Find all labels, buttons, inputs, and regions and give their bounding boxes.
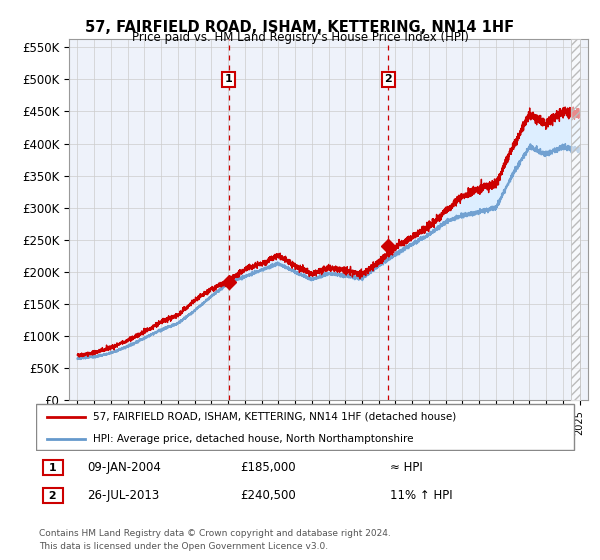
Text: 09-JAN-2004: 09-JAN-2004 [87,461,161,474]
Text: 1: 1 [45,463,61,473]
Text: 11% ↑ HPI: 11% ↑ HPI [390,489,452,502]
FancyBboxPatch shape [36,404,574,450]
Text: 2: 2 [45,491,61,501]
Text: 57, FAIRFIELD ROAD, ISHAM, KETTERING, NN14 1HF (detached house): 57, FAIRFIELD ROAD, ISHAM, KETTERING, NN… [93,412,456,422]
Text: HPI: Average price, detached house, North Northamptonshire: HPI: Average price, detached house, Nort… [93,434,413,444]
Text: 1: 1 [224,74,232,85]
Text: 57, FAIRFIELD ROAD, ISHAM, KETTERING, NN14 1HF: 57, FAIRFIELD ROAD, ISHAM, KETTERING, NN… [85,20,515,35]
Text: £240,500: £240,500 [240,489,296,502]
Text: £185,000: £185,000 [240,461,296,474]
Text: Contains HM Land Registry data © Crown copyright and database right 2024.
This d: Contains HM Land Registry data © Crown c… [39,529,391,550]
Text: 2: 2 [385,74,392,85]
Text: 26-JUL-2013: 26-JUL-2013 [87,489,159,502]
Text: ≈ HPI: ≈ HPI [390,461,423,474]
Text: Price paid vs. HM Land Registry's House Price Index (HPI): Price paid vs. HM Land Registry's House … [131,31,469,44]
